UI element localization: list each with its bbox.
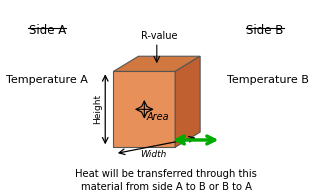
Text: material from side A to B or B to A: material from side A to B or B to A [81,182,252,192]
Text: Heat will be transferred through this: Heat will be transferred through this [75,169,257,179]
Polygon shape [113,71,175,147]
Polygon shape [113,56,200,71]
Text: Temperature B: Temperature B [227,75,309,85]
Text: Side A: Side A [29,24,66,37]
Text: Width: Width [140,150,166,159]
Text: Height: Height [93,94,102,124]
Text: Temperature A: Temperature A [6,75,88,85]
Text: Area: Area [146,112,169,122]
Polygon shape [175,56,200,147]
Text: Side B: Side B [246,24,283,37]
Text: R-value: R-value [141,31,178,41]
